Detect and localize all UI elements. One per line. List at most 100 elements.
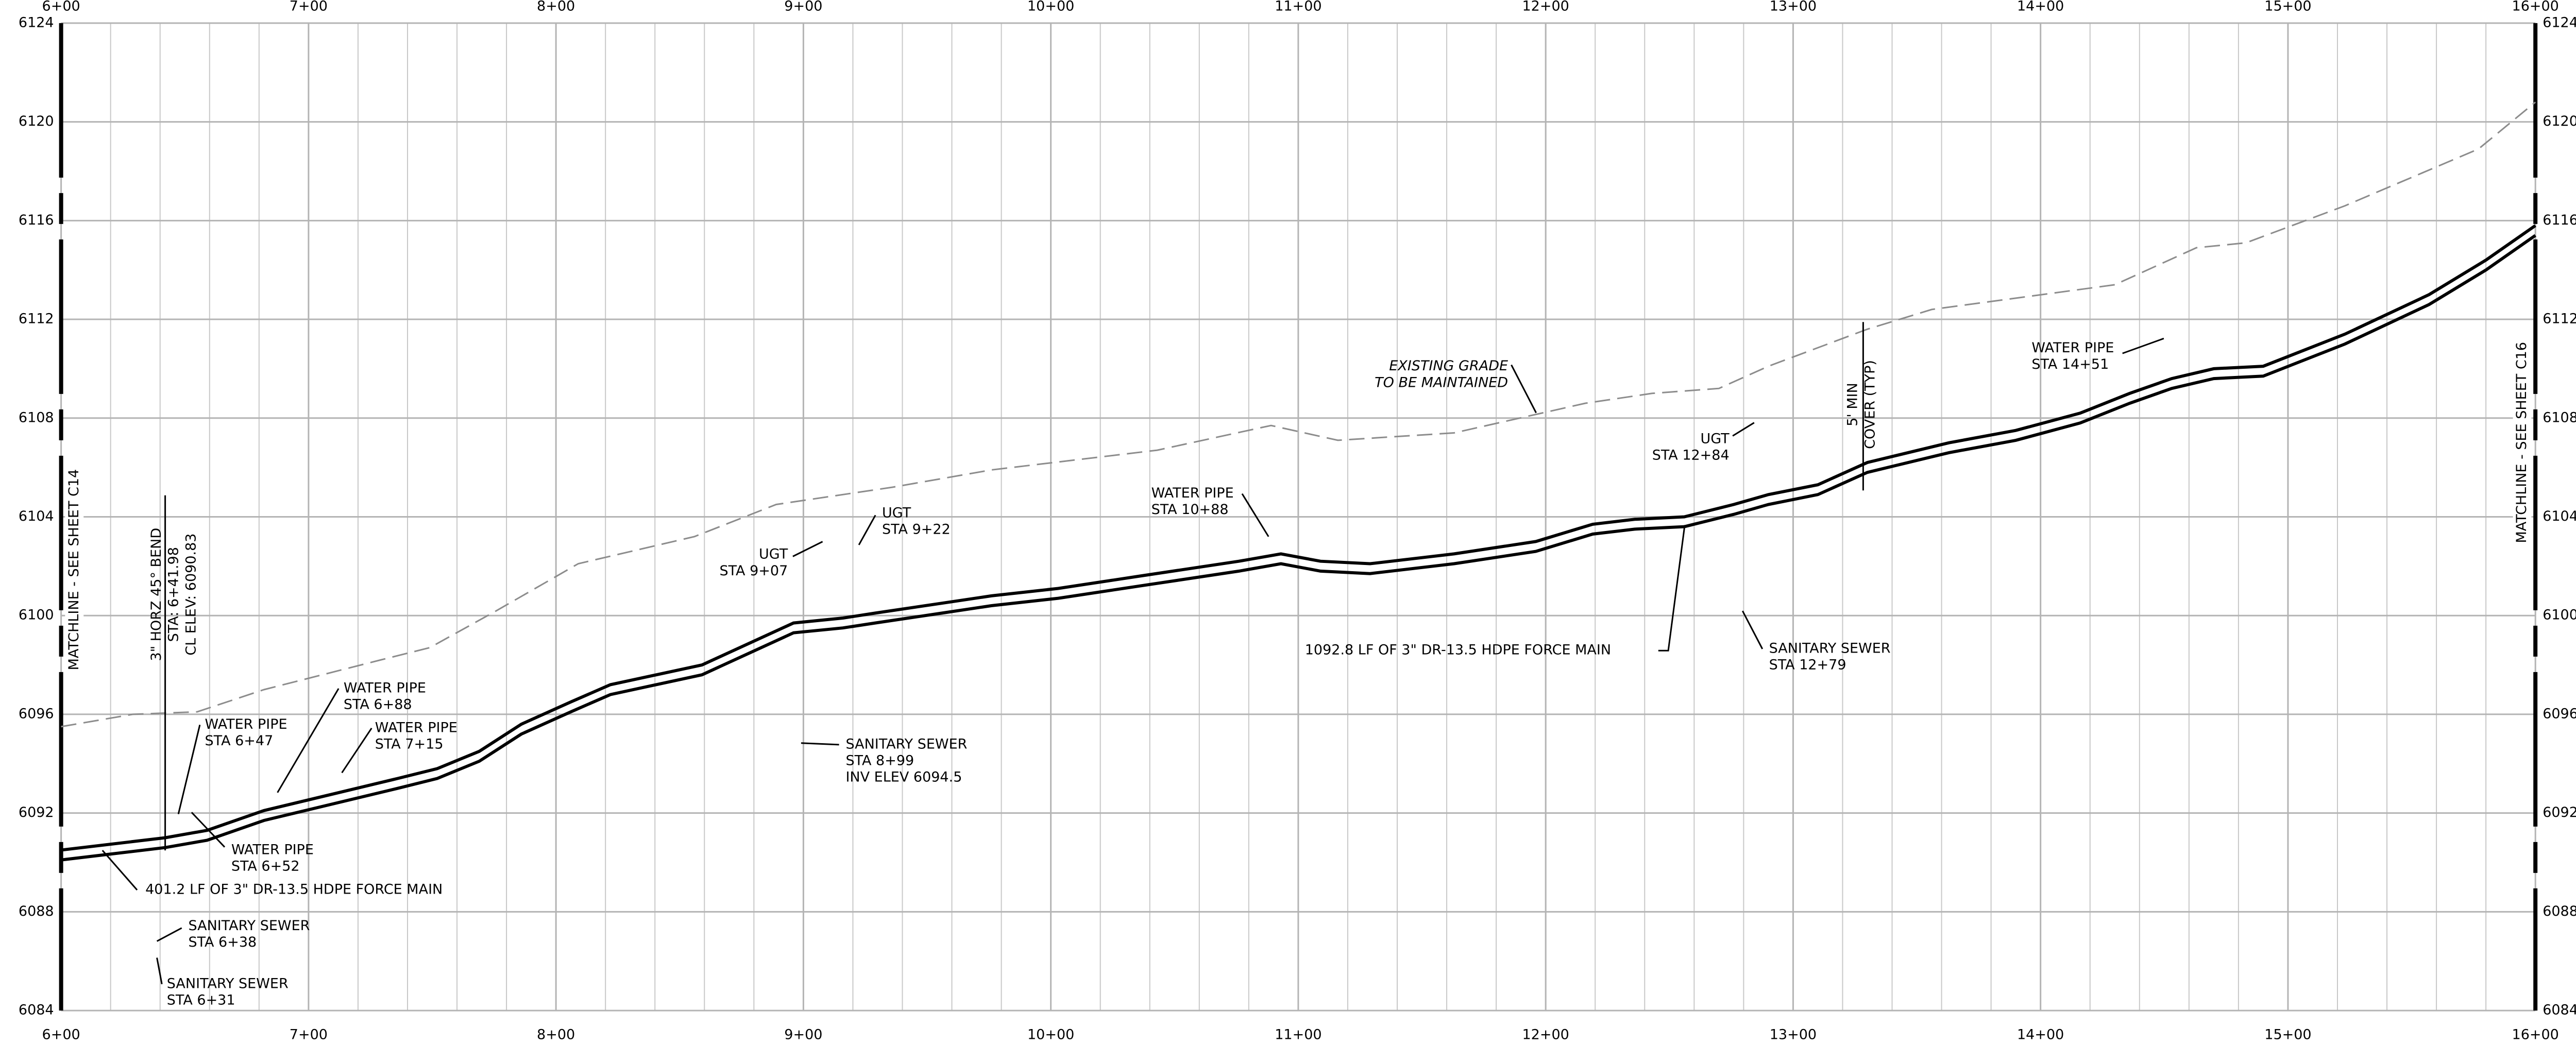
y-tick-label: 6092 — [2543, 804, 2576, 820]
annotation-text: WATER PIPE — [375, 719, 457, 735]
y-tick-label: 6088 — [2543, 903, 2576, 919]
annotation-text: EXISTING GRADE — [1389, 358, 1508, 374]
y-tick-label: 6112 — [19, 311, 54, 327]
x-tick-label: 13+00 — [1770, 1027, 1817, 1043]
leader-line — [1511, 364, 1537, 414]
x-tick-label: 14+00 — [2017, 1027, 2064, 1043]
y-tick-label: 6088 — [19, 903, 54, 919]
annotation-text: SANITARY SEWER — [188, 918, 310, 934]
y-tick-label: 6116 — [19, 212, 54, 228]
annotation: 5' MIN COVER (TYP) — [1845, 322, 1878, 491]
x-tick-label: 9+00 — [784, 0, 822, 14]
x-tick-label: 11+00 — [1275, 0, 1321, 14]
x-tick-label: 11+00 — [1275, 1027, 1321, 1043]
annotation-text: STA 8+99 — [845, 752, 914, 768]
leader-line — [156, 927, 182, 942]
x-tick-label: 6+00 — [42, 0, 80, 14]
y-tick-label: 6096 — [2543, 706, 2576, 722]
y-tick-label: 6108 — [19, 409, 54, 425]
y-tick-label: 6100 — [19, 607, 54, 623]
annotation-text: STA 6+47 — [205, 733, 274, 749]
annotation-text: UGT — [1700, 431, 1730, 447]
x-tick-label: 10+00 — [1027, 1027, 1074, 1043]
y-tick-label: 6084 — [19, 1002, 54, 1018]
leader-line — [101, 850, 138, 890]
annotation-text: STA 9+07 — [720, 563, 788, 579]
leader-line — [2122, 337, 2164, 354]
y-tick-label: 6116 — [2543, 212, 2576, 228]
existing-grade-line — [61, 101, 2536, 728]
x-tick-label: 12+00 — [1522, 0, 1569, 14]
annotation-text: WATER PIPE — [231, 842, 314, 858]
annotation-text: 3" HORZ 45° BEND — [148, 528, 164, 661]
annotation-text: WATER PIPE — [205, 716, 287, 732]
matchline-label: MATCHLINE - SEE SHEET C14 — [66, 469, 82, 671]
annotation-text: 5' MIN — [1845, 383, 1861, 426]
annotation-text: STA 7+15 — [375, 736, 444, 752]
y-tick-label: 6104 — [19, 508, 54, 524]
y-tick-label: 6092 — [19, 804, 54, 820]
annotation-text: STA 12+79 — [1769, 657, 1846, 673]
y-tick-label: 6096 — [19, 706, 54, 722]
annotation-text: UGT — [882, 505, 911, 521]
x-tick-label: 15+00 — [2264, 0, 2311, 14]
annotation-text: UGT — [759, 546, 788, 562]
y-tick-label: 6120 — [2543, 113, 2576, 129]
y-tick-label: 6112 — [2543, 311, 2576, 327]
annotation-text: SANITARY SEWER — [845, 736, 967, 752]
x-tick-label: 14+00 — [2017, 0, 2064, 14]
annotation-text: STA 10+88 — [1151, 502, 1229, 518]
y-tick-label: 6108 — [2543, 409, 2576, 425]
pipe-line — [61, 224, 2536, 852]
annotation-text: STA 6+38 — [188, 934, 257, 950]
annotation-text: STA: 6+41.98 — [166, 547, 182, 642]
x-tick-label: 7+00 — [290, 0, 328, 14]
annotation-text: STA 6+31 — [167, 992, 235, 1008]
leader-line — [191, 812, 226, 848]
annotation-text: WATER PIPE — [1151, 485, 1234, 501]
annotation-text: 401.2 LF OF 3" DR-13.5 HDPE FORCE MAIN — [145, 882, 443, 898]
leader-line — [341, 727, 372, 774]
x-tick-label: 8+00 — [537, 1027, 575, 1043]
leader-line — [1732, 422, 1755, 437]
leader-line — [792, 541, 823, 557]
leader-line — [801, 742, 839, 746]
pipe-line — [61, 234, 2536, 862]
label-backdrop — [65, 451, 84, 689]
leader-line — [177, 725, 201, 814]
annotation-text: CL ELEV: 6090.83 — [183, 534, 199, 656]
annotation-text: STA 14+51 — [2031, 356, 2109, 372]
matchline-label: MATCHLINE - SEE SHEET C16 — [2514, 342, 2530, 543]
leader-line — [858, 515, 876, 545]
leader-line — [156, 957, 163, 985]
annotation-text: WATER PIPE — [2031, 340, 2114, 356]
annotation-text: STA 6+88 — [344, 696, 412, 712]
leader-line — [1741, 610, 1764, 649]
y-tick-label: 6104 — [2543, 508, 2576, 524]
annotation: 401.2 LF OF 3" DR-13.5 HDPE FORCE MAIN — [101, 850, 443, 898]
x-tick-label: 6+00 — [42, 1027, 80, 1043]
annotation: 3" HORZ 45° BEND STA: 6+41.98 CL ELEV: 609… — [148, 495, 199, 851]
y-tick-label: 6120 — [19, 113, 54, 129]
leader-line — [277, 688, 340, 793]
x-tick-label: 16+00 — [2512, 0, 2559, 14]
x-tick-label: 16+00 — [2512, 1027, 2559, 1043]
annotation-text: TO BE MAINTAINED — [1375, 374, 1508, 390]
x-tick-label: 13+00 — [1770, 0, 1817, 14]
annotation-text: 1092.8 LF OF 3" DR-13.5 HDPE FORCE MAIN — [1305, 642, 1611, 658]
x-tick-label: 8+00 — [537, 0, 575, 14]
leader-line — [1658, 525, 1686, 652]
